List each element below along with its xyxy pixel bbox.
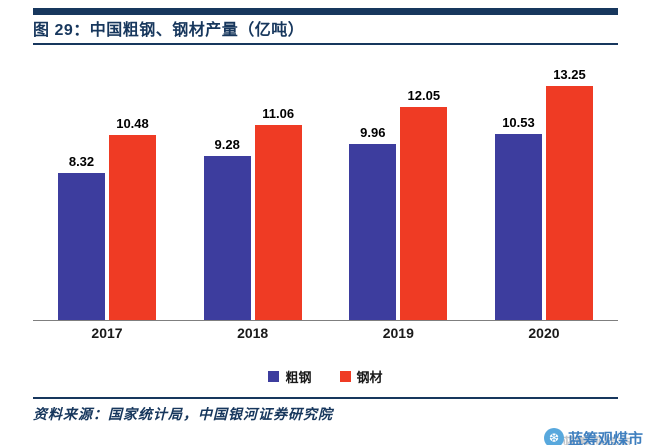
x-axis-label: 2017 bbox=[91, 325, 123, 341]
bar-column: 8.32 bbox=[58, 154, 105, 320]
bar-group: 9.28 11.06 bbox=[203, 105, 302, 320]
x-axis-label: 2018 bbox=[237, 325, 269, 341]
legend-item-钢材: 钢材 bbox=[339, 367, 383, 386]
data-label: 13.25 bbox=[553, 67, 586, 83]
bar-钢材 bbox=[109, 135, 156, 320]
data-label: 11.06 bbox=[262, 105, 295, 121]
bar-粗钢 bbox=[203, 156, 251, 320]
report-figure: 图 29：中国粗钢、钢材产量（亿吨） 8.32 10.48 9.28 11.06 9.9… bbox=[0, 8, 651, 445]
xueqiu-logo-icon: ❆ bbox=[543, 428, 564, 445]
watermark-text: 蓝筹观煤市 bbox=[567, 430, 643, 445]
data-label: 10.53 bbox=[502, 115, 535, 131]
bar-粗钢 bbox=[494, 134, 542, 320]
bar-钢材 bbox=[400, 107, 448, 320]
data-label: 9.96 bbox=[360, 125, 386, 141]
top-rule bbox=[33, 8, 618, 15]
watermark-ghost-text: 蓝筹观煤市 bbox=[561, 435, 632, 445]
x-axis-label: 2020 bbox=[528, 325, 560, 341]
bar-column: 11.06 bbox=[254, 105, 302, 320]
title-divider bbox=[33, 43, 618, 45]
x-axis-label: 2019 bbox=[382, 325, 414, 341]
legend-label: 粗钢 bbox=[285, 369, 312, 385]
legend-item-粗钢: 粗钢 bbox=[268, 367, 312, 386]
bar-group: 8.32 10.48 bbox=[58, 116, 156, 320]
bar-column: 12.05 bbox=[400, 88, 448, 320]
bar-column: 9.28 bbox=[203, 137, 251, 320]
bar-column: 9.96 bbox=[349, 125, 397, 320]
legend-swatch bbox=[268, 370, 280, 382]
watermark: 蓝筹观煤市 ❆ 蓝筹观煤市 bbox=[543, 425, 643, 445]
data-label: 8.32 bbox=[68, 154, 95, 170]
bar-group: 10.53 13.25 bbox=[494, 67, 593, 320]
bar-column: 13.25 bbox=[545, 67, 593, 320]
figure-title: 图 29：中国粗钢、钢材产量（亿吨） bbox=[33, 22, 305, 39]
data-label: 12.05 bbox=[407, 88, 441, 104]
source-note: 资料来源：国家统计局，中国银河证券研究院 bbox=[33, 408, 333, 423]
bar-group: 9.96 12.05 bbox=[349, 88, 448, 320]
data-label: 9.28 bbox=[214, 137, 240, 153]
bar-粗钢 bbox=[58, 173, 105, 320]
category-labels: 2017 2018 2019 2020 bbox=[33, 321, 618, 345]
bar-column: 10.48 bbox=[109, 116, 156, 320]
legend-label: 钢材 bbox=[356, 369, 383, 385]
legend-swatch bbox=[339, 370, 351, 382]
bottom-divider bbox=[33, 397, 618, 399]
legend: 粗钢 钢材 bbox=[33, 367, 618, 385]
bar-粗钢 bbox=[349, 144, 397, 320]
bar-钢材 bbox=[254, 124, 302, 320]
data-label: 10.48 bbox=[116, 116, 149, 132]
bar-钢材 bbox=[545, 86, 593, 320]
plot-area: 8.32 10.48 9.28 11.06 9.96 12.05 10.53 13.25 bbox=[33, 59, 618, 321]
bar-column: 10.53 bbox=[494, 115, 542, 320]
